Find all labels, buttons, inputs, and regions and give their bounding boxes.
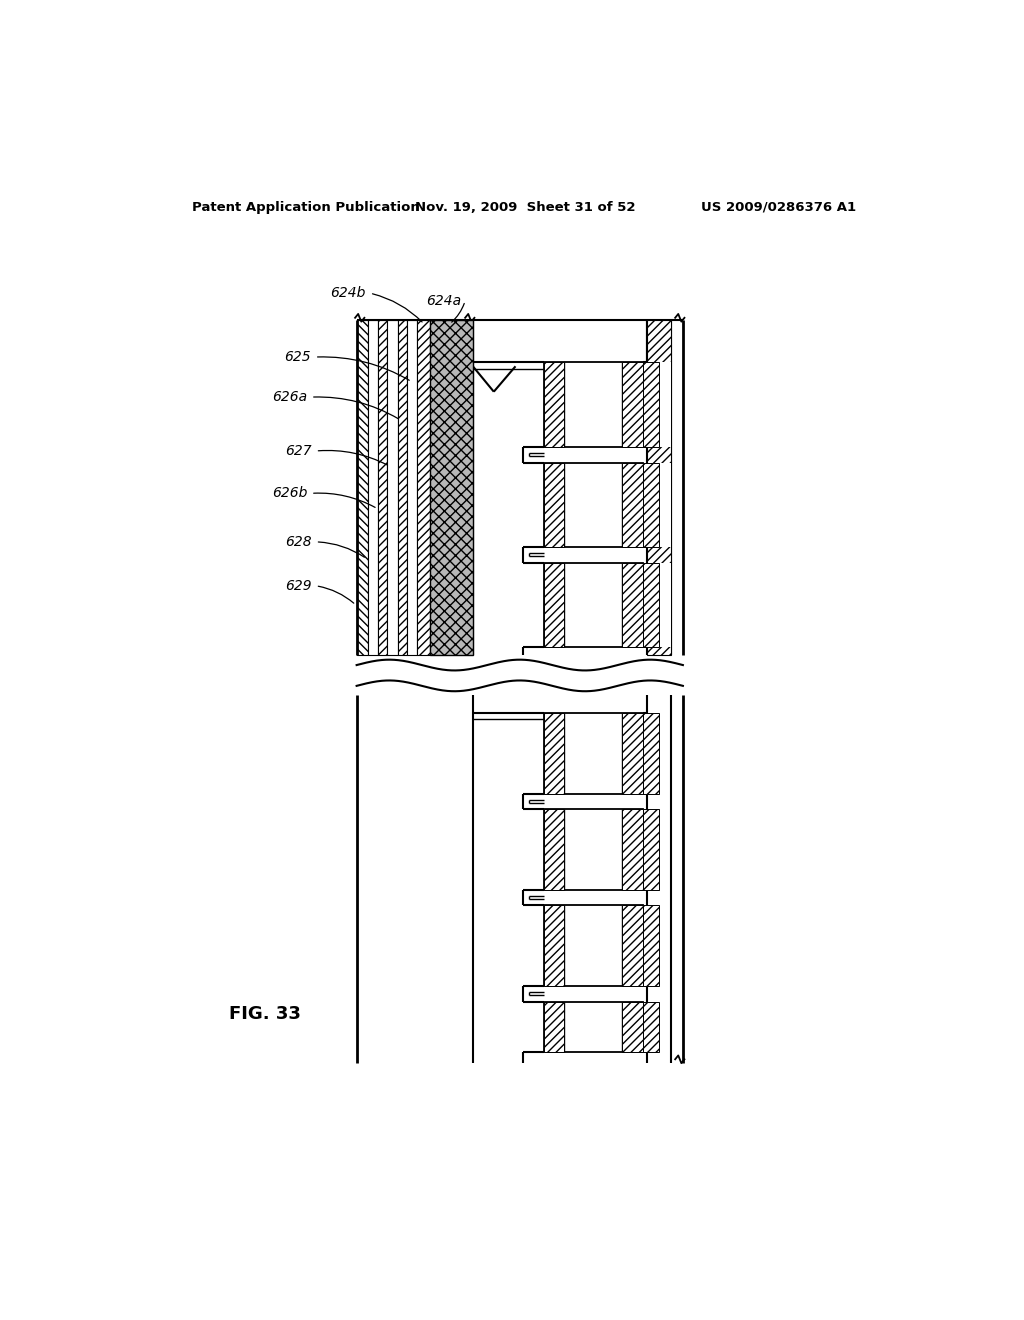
Bar	[623, 462, 643, 548]
Text: FIG. 33: FIG. 33	[228, 1006, 301, 1023]
Text: US 2009/0286376 A1: US 2009/0286376 A1	[701, 201, 856, 214]
Bar	[544, 462, 564, 548]
Text: Nov. 19, 2009  Sheet 31 of 52: Nov. 19, 2009 Sheet 31 of 52	[415, 201, 635, 214]
Bar	[643, 363, 658, 447]
Text: 626a: 626a	[272, 391, 307, 404]
Bar	[417, 321, 430, 655]
Bar	[544, 363, 564, 447]
Bar	[643, 713, 658, 793]
Bar	[544, 562, 564, 647]
Bar	[544, 713, 643, 793]
Bar	[387, 321, 398, 655]
Bar	[643, 462, 658, 548]
Bar	[544, 906, 643, 986]
Bar	[544, 809, 643, 890]
Text: 627: 627	[285, 444, 311, 458]
Bar	[544, 1002, 564, 1052]
Bar	[544, 562, 643, 647]
Bar	[623, 809, 643, 890]
Bar	[623, 363, 643, 447]
Bar	[647, 363, 671, 447]
Text: 626b: 626b	[271, 486, 307, 500]
Bar	[647, 321, 671, 655]
Bar	[643, 1002, 658, 1052]
Bar	[544, 363, 643, 447]
Bar	[544, 1002, 643, 1052]
Bar	[356, 321, 369, 655]
Bar	[643, 809, 658, 890]
Text: 628: 628	[285, 535, 311, 549]
Bar	[623, 562, 643, 647]
Bar	[623, 713, 643, 793]
Bar	[378, 321, 387, 655]
Bar	[623, 906, 643, 986]
Bar	[544, 462, 643, 548]
Bar	[643, 906, 658, 986]
Bar	[369, 321, 378, 655]
Bar	[544, 809, 564, 890]
Text: 624b: 624b	[331, 286, 366, 300]
Bar	[544, 713, 564, 793]
Text: 629: 629	[285, 578, 311, 593]
Bar	[544, 906, 564, 986]
Bar	[623, 1002, 643, 1052]
Bar	[643, 562, 658, 647]
Text: 625: 625	[285, 350, 311, 364]
Bar	[398, 321, 407, 655]
Bar	[430, 321, 473, 655]
Bar	[647, 562, 671, 647]
Text: 624a: 624a	[426, 294, 461, 308]
Bar	[647, 462, 671, 548]
Text: Patent Application Publication: Patent Application Publication	[193, 201, 420, 214]
Bar	[407, 321, 417, 655]
